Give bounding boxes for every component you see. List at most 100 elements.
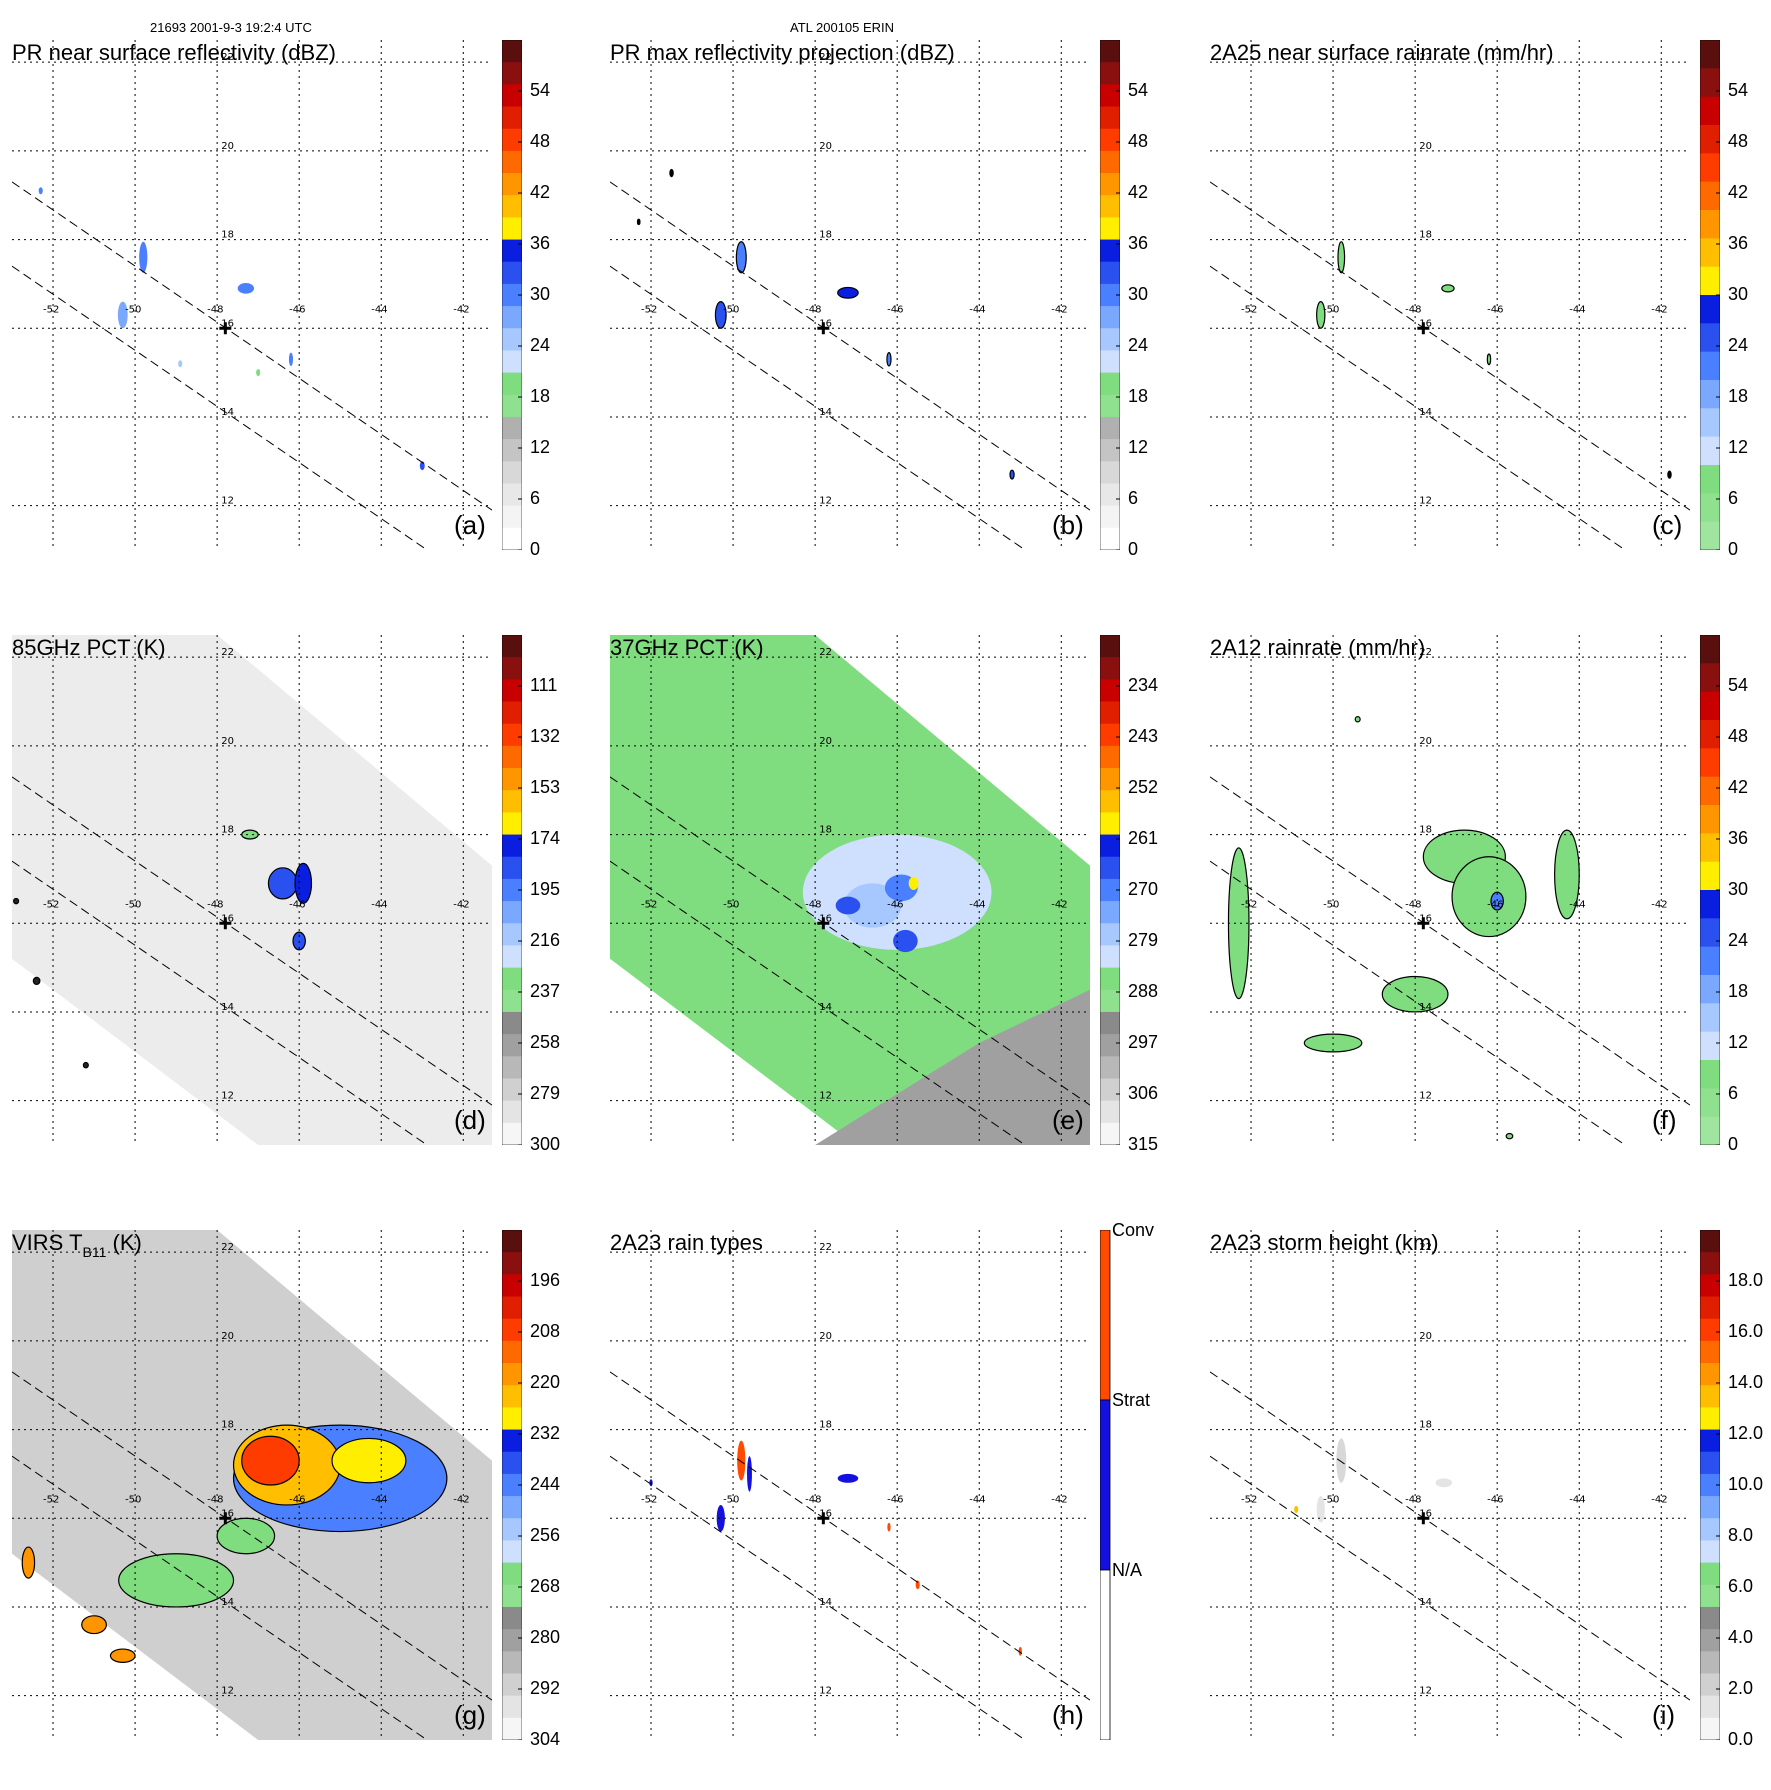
lon-tick-label: -42 [1051, 305, 1067, 316]
precip-feature [669, 168, 674, 178]
colorbar-segment [502, 1695, 522, 1719]
colorbar-segment [1100, 372, 1120, 396]
colorbar-segment [1700, 380, 1720, 409]
lon-tick-label: -50 [125, 900, 141, 911]
colorbar-segment [502, 1673, 522, 1697]
colorbar-segment [1700, 1473, 1720, 1497]
lon-tick-label: -42 [453, 305, 469, 316]
lon-tick-label: -48 [207, 1495, 223, 1506]
lat-tick-label: 12 [1419, 496, 1432, 507]
lon-tick-label: -48 [1405, 305, 1421, 316]
precip-feature [1667, 470, 1672, 479]
colorbar-segment [502, 1473, 522, 1497]
colorbar-segment [1700, 1629, 1720, 1652]
lon-tick-label: -46 [887, 305, 903, 316]
panel-h: -52 -50 -48 -46 -44 -42 22 20 18 16 14 12 2A23 rain … [610, 1220, 1170, 1790]
colorbar-segment [502, 394, 522, 418]
colorbar-segment [1700, 635, 1720, 664]
precip-feature [288, 352, 294, 366]
precip-feature [886, 352, 892, 367]
colorbar-label: 6 [530, 488, 541, 508]
colorbar-segment [1100, 768, 1120, 791]
lat-tick-label: 12 [1419, 1686, 1432, 1697]
lat-tick-label: 20 [221, 736, 234, 747]
warm-region [815, 989, 1090, 1145]
lon-tick-label: -52 [43, 305, 59, 316]
colorbar-segment [1100, 1056, 1120, 1079]
precip-feature [716, 1504, 725, 1532]
colorbar-label: 6 [1728, 488, 1739, 508]
lon-tick-label: -48 [207, 305, 223, 316]
lat-tick-label: 22 [819, 52, 832, 63]
lat-tick-label: 22 [221, 1242, 234, 1253]
precip-feature [714, 301, 727, 329]
colorbar-segment [502, 1363, 522, 1386]
colorbar-segment [502, 150, 522, 174]
colorbar-segment [502, 1100, 522, 1124]
lon-tick-label: -52 [641, 1495, 657, 1506]
colorbar-segment [1700, 663, 1720, 693]
lat-tick-label: 22 [819, 1242, 832, 1253]
colorbar-segment [1100, 1034, 1120, 1057]
lon-tick-label: -52 [43, 900, 59, 911]
colorbar-segment [502, 878, 522, 902]
lat-tick-label: 16 [1419, 913, 1432, 924]
lon-tick-label: -48 [1405, 900, 1421, 911]
colorbar-label: 12 [1728, 1032, 1749, 1052]
precip-feature [294, 862, 313, 904]
colorbar-segment [1700, 890, 1720, 919]
panel-title: 2A25 near surface rainrate (mm/hr) [1210, 40, 1554, 65]
colorbar-segment [1700, 1296, 1720, 1320]
lon-tick-label: -46 [1487, 305, 1503, 316]
colorbar [1700, 1230, 1720, 1740]
colorbar-label: 252 [1128, 777, 1159, 797]
storm-center-marker [1417, 1512, 1430, 1525]
panel-label: (h) [1052, 1700, 1084, 1730]
colorbar-label: 12 [1728, 437, 1749, 457]
colorbar-segment [502, 1429, 522, 1453]
colorbar-segment [502, 1078, 522, 1102]
colorbar-label: 216 [530, 930, 561, 950]
panel-label: (b) [1052, 510, 1084, 540]
precip-feature [837, 1473, 859, 1483]
panel-title: 2A23 storm height (km) [1210, 1230, 1439, 1255]
panel-label: (c) [1652, 510, 1683, 540]
lat-tick-label: 20 [1419, 141, 1432, 152]
colorbar-label: 232 [530, 1423, 561, 1443]
colorbar-label: 6 [1128, 488, 1139, 508]
colorbar-segment [502, 1122, 522, 1145]
lat-tick-label: 14 [1419, 407, 1432, 418]
colorbar-segment [502, 834, 522, 858]
pr-swath-edge [1210, 860, 1627, 1145]
colorbar-segment [502, 856, 522, 880]
colorbar-label: 48 [1728, 131, 1749, 151]
storm-center-marker [219, 322, 232, 335]
map-a: -52 -50 -48 -46 -44 -42 22 20 18 16 14 12 [12, 40, 492, 550]
pr-swath-edge [1210, 1371, 1690, 1701]
precip-feature [1486, 353, 1492, 366]
colorbar-segment [502, 1318, 522, 1342]
colorbar-segment [502, 84, 522, 108]
precip-feature [1435, 1478, 1453, 1488]
colorbar [1100, 1230, 1111, 1740]
pr-swath-edge [12, 265, 429, 550]
colorbar-segment [502, 790, 522, 813]
precip-feature [915, 1580, 920, 1590]
colorbar-segment [1700, 1116, 1720, 1145]
lat-tick-label: 12 [1419, 1091, 1432, 1102]
colorbar-label: 256 [530, 1525, 561, 1545]
colorbar-label: 48 [1728, 726, 1749, 746]
colorbar [1700, 635, 1720, 1145]
colorbar-segment [1700, 1031, 1720, 1061]
lat-tick-label: 18 [1419, 825, 1432, 836]
colorbar-segment [502, 679, 522, 703]
colorbar-segment [502, 1606, 522, 1630]
precip-feature [737, 1440, 746, 1481]
colorbar-segment [1700, 748, 1720, 778]
map-i: -52 -50 -48 -46 -44 -42 22 20 18 16 14 12 [1210, 1230, 1690, 1740]
colorbar-segment [1700, 833, 1720, 863]
colorbar-segment [502, 812, 522, 836]
colorbar-segment [1100, 901, 1120, 924]
colorbar-segment [502, 483, 522, 507]
colorbar-label: 279 [530, 1083, 561, 1103]
